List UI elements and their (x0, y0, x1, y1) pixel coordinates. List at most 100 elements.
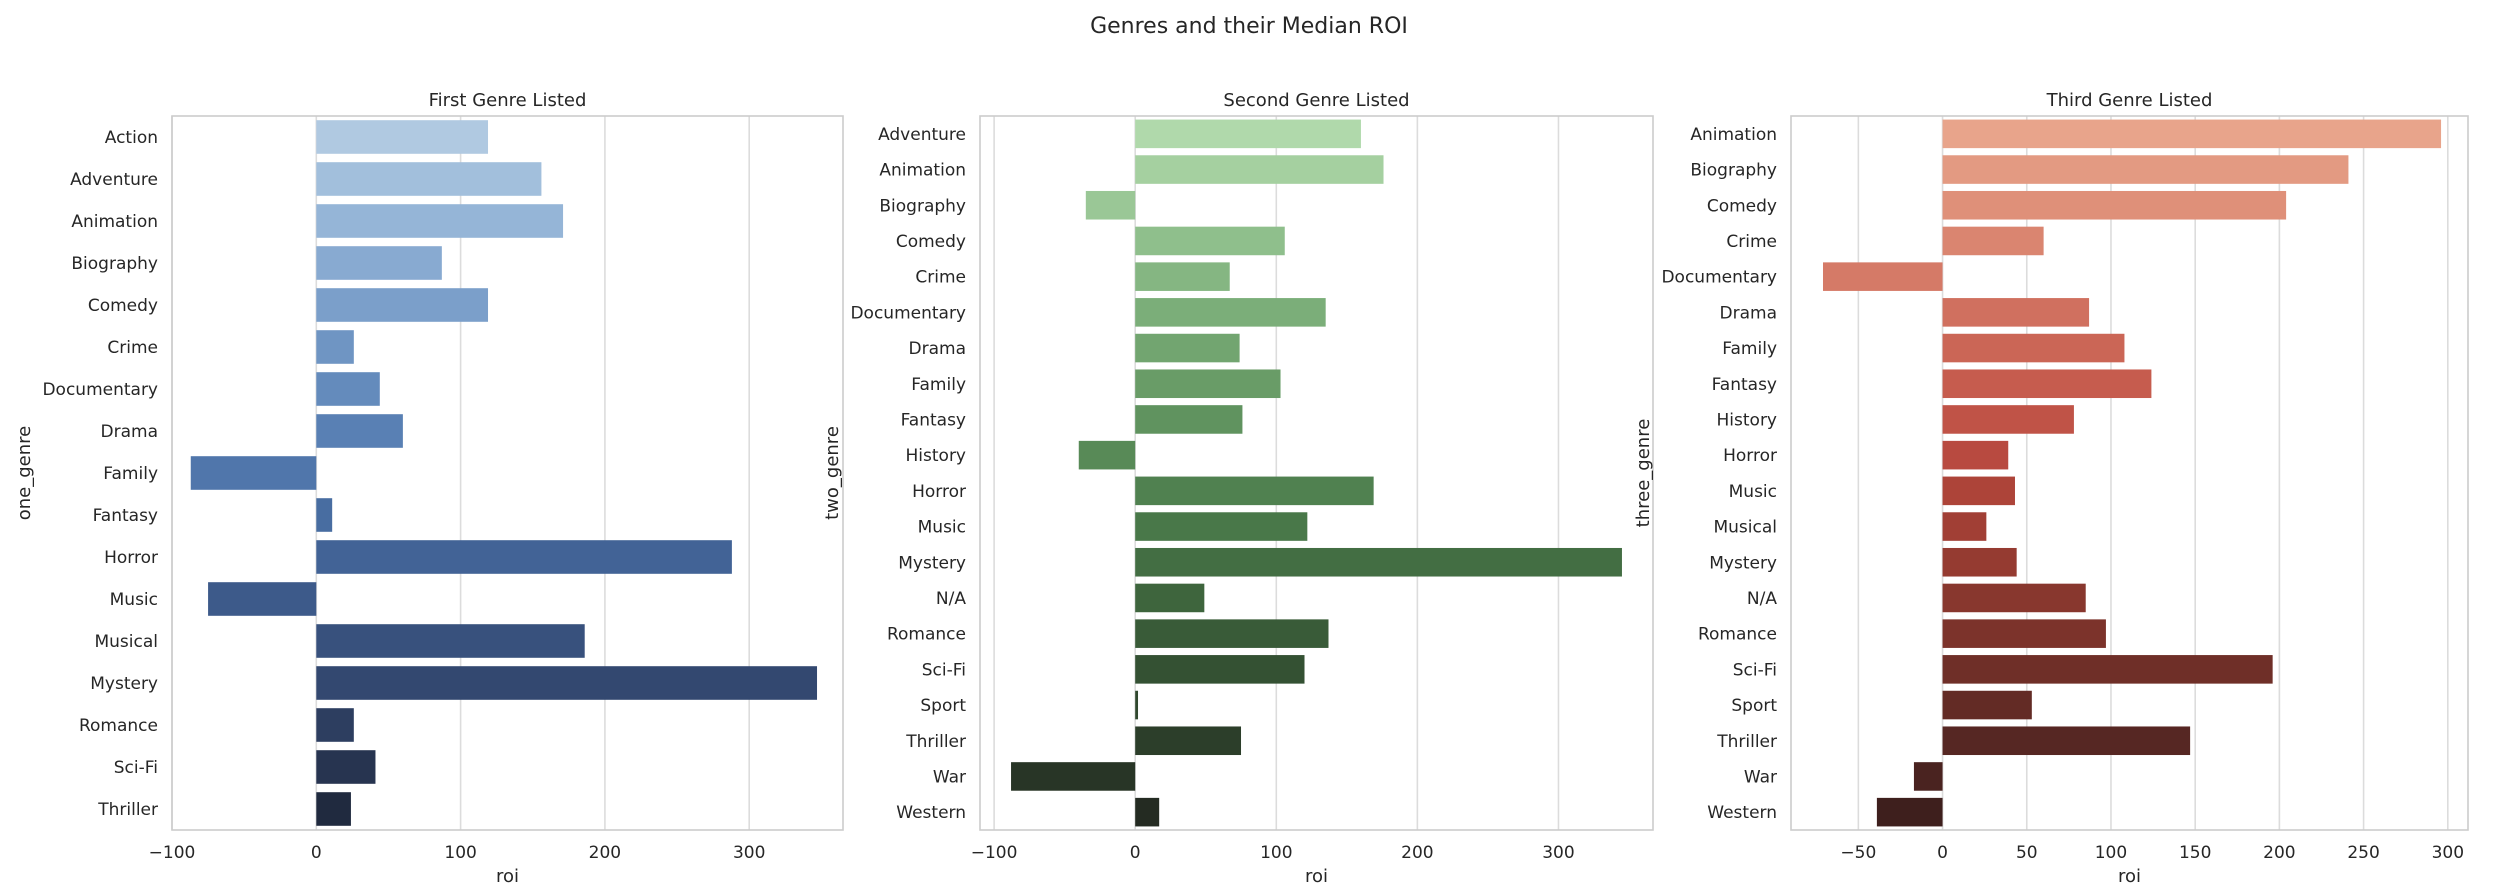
y-tick-label: Western (896, 803, 966, 823)
y-tick-label: Thriller (1716, 732, 1777, 752)
bar-thriller (1135, 726, 1242, 756)
y-tick-label: War (1744, 767, 1777, 787)
x-tick-label: 200 (1401, 843, 1433, 863)
x-tick-label: −100 (149, 843, 196, 863)
x-tick-label: 200 (2263, 843, 2295, 863)
bar-comedy (1942, 190, 2287, 220)
y-tick-label: Western (1707, 803, 1777, 823)
y-axis-label: three_genre (1633, 419, 1654, 528)
plot-frame (171, 115, 844, 831)
y-tick-label: Animation (1690, 125, 1777, 145)
bar-mystery (316, 666, 818, 700)
bar-n-a (1942, 583, 2086, 613)
y-tick-label: Action (105, 128, 158, 148)
x-tick-label: 150 (2179, 843, 2211, 863)
bar-sci-fi (1135, 655, 1305, 684)
x-tick-label: 300 (2432, 843, 2464, 863)
y-tick-label: Crime (1726, 232, 1777, 252)
subplot-title: Third Genre Listed (2046, 90, 2213, 111)
y-tick-label: Fantasy (93, 506, 158, 526)
bar-crime (316, 330, 354, 364)
bar-sport (1135, 690, 1139, 720)
bar-horror (316, 540, 732, 574)
y-tick-label: Biography (1690, 161, 1777, 181)
subplot-3: Animation Biography Comedy Crime Documentary… (1633, 90, 2469, 887)
y-tick-label: Mystery (898, 553, 966, 573)
y-tick-label: N/A (936, 589, 966, 609)
bar-history (1078, 440, 1136, 470)
bar-family (190, 456, 317, 490)
bar-western (1135, 797, 1160, 827)
y-tick-label: Fantasy (1712, 375, 1777, 395)
bar-music (1135, 512, 1308, 541)
y-tick-label: Drama (1720, 303, 1777, 323)
y-tick-label: Biography (71, 254, 158, 274)
subplot-1: Action Adventure Animation Biography Comedy C… (14, 90, 844, 887)
bar-biography (1942, 155, 2349, 184)
bar-romance (1135, 619, 1329, 648)
bar-adventure (316, 162, 542, 196)
bar-horror (1135, 476, 1374, 506)
y-tick-label: History (906, 446, 966, 466)
y-tick-label: Horror (104, 548, 158, 568)
bar-western (1876, 797, 1943, 827)
y-tick-label: Animation (879, 161, 966, 181)
y-tick-label: Fantasy (901, 410, 966, 430)
bar-biography (1085, 190, 1136, 220)
y-tick-label: Comedy (1707, 196, 1777, 216)
bar-crime (1135, 262, 1230, 291)
y-tick-label: Music (1729, 482, 1777, 502)
bar-family (1135, 369, 1281, 399)
bar-horror (1942, 440, 2009, 470)
bar-n-a (1135, 583, 1205, 613)
bar-biography (316, 246, 442, 280)
bar-crime (1942, 226, 2044, 256)
x-axis-label: roi (1305, 866, 1328, 887)
y-tick-label: Crime (915, 268, 966, 288)
bar-animation (1942, 119, 2442, 149)
bar-animation (1135, 155, 1384, 184)
y-axis-label: one_genre (14, 426, 35, 520)
x-tick-label: 0 (311, 843, 322, 863)
bar-romance (316, 708, 354, 742)
bar-musical (316, 624, 585, 658)
subplot-title: First Genre Listed (429, 90, 587, 111)
y-tick-label: Musical (1713, 518, 1777, 538)
y-axis-label: two_genre (822, 426, 843, 520)
bar-action (316, 120, 489, 154)
y-tick-label: Documentary (1661, 268, 1777, 288)
y-tick-label: Comedy (88, 296, 158, 316)
y-tick-label: Sci-Fi (114, 758, 158, 778)
y-tick-label: Documentary (42, 380, 158, 400)
x-tick-label: −100 (971, 843, 1018, 863)
bar-fantasy (1942, 369, 2152, 399)
y-tick-label: Mystery (90, 674, 158, 694)
bar-music (208, 582, 317, 616)
y-tick-label: N/A (1747, 589, 1777, 609)
x-tick-label: 0 (1937, 843, 1948, 863)
bar-drama (1135, 333, 1240, 363)
bar-fantasy (316, 498, 333, 532)
x-axis-label: roi (2118, 866, 2141, 887)
x-tick-label: 200 (589, 843, 621, 863)
x-tick-label: 0 (1130, 843, 1141, 863)
x-tick-label: 100 (444, 843, 476, 863)
y-tick-label: Drama (909, 339, 966, 359)
x-axis-label: roi (496, 866, 519, 887)
plot-frame (979, 115, 1654, 831)
y-tick-label: Family (1722, 339, 1777, 359)
bar-war (1913, 762, 1943, 791)
y-tick-label: Mystery (1709, 553, 1777, 573)
bar-sci-fi (316, 750, 376, 784)
x-tick-label: 300 (733, 843, 765, 863)
bar-documentary (1135, 298, 1326, 327)
x-tick-label: 100 (2095, 843, 2127, 863)
bar-mystery (1942, 547, 2017, 577)
y-tick-label: Romance (79, 716, 158, 736)
y-tick-label: Documentary (850, 303, 966, 323)
y-tick-label: Music (110, 590, 158, 610)
subplot-title: Second Genre Listed (1223, 90, 1409, 111)
bar-sport (1942, 690, 2032, 720)
bar-drama (1942, 298, 2090, 327)
